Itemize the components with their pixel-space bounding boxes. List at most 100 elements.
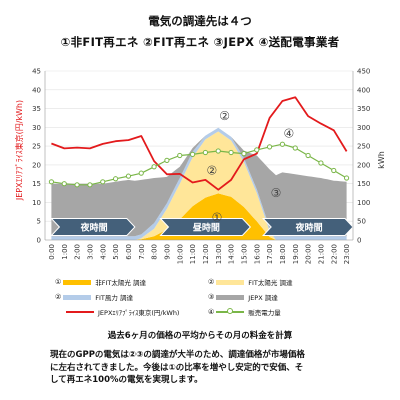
demand-point [100,179,106,185]
demand-point [292,145,298,151]
demand-point [305,152,311,159]
legend-label: FIT風力 調達 [95,294,133,302]
y2-tick-label: 200 [357,161,370,169]
band-label: 夜時間 [295,222,323,234]
area-solar_fit [51,131,347,240]
y2-tick-label: 300 [357,124,370,132]
area-marker: ③ [271,186,282,200]
y2-tick-label: 250 [357,143,370,151]
y-tick-label: 30 [32,124,41,132]
page-subtitle: ①非FIT再エネ ②FIT再エネ ③JEPX ④送配電事業者 [60,35,340,49]
y2-tick-label: 350 [357,105,370,113]
legend-item-price: JEPXｴﾘｱﾌﾟﾗｲｽ東京(円/kWh) [55,307,179,317]
legend-item-wind_fit: ② FIT風力 調達 [55,292,133,302]
footer-subtitle: 過去6ヶ月の価格の平均からその月の料金を計算 [107,331,293,341]
chart-annotations: ① ② ② ③ ④ [206,109,294,224]
demand-point [343,175,350,181]
area-jepx [51,127,347,237]
legend-item-jepx: ③ JEPX 調達 [208,292,278,302]
band-arrow [50,218,136,236]
x-tick-label: 7:00 [138,244,146,260]
y-axis-label: JEPXｴﾘｱﾌﾟﾗｲｽ東京(円/kWh) [14,100,24,201]
demand-point [228,149,234,156]
legend-label: FIT太陽光 調達 [248,279,293,287]
x-tick-label: 10:00 [176,244,184,264]
x-tick-label: 23:00 [343,244,351,264]
legend-marker: ② [208,278,215,286]
demand-point [138,170,144,176]
legend-item-solar_fit: ② FIT太陽光 調達 [208,277,292,287]
demand-point [266,144,273,150]
legend-marker: ② [55,293,62,301]
demand-point [241,151,247,157]
y-tick-label: 5 [37,218,41,226]
area-solar_nonfit [51,193,347,240]
x-tick-label: 2:00 [74,244,82,260]
x-tick-label: 5:00 [112,244,120,260]
legend-swatch [216,308,245,314]
legend-swatch [63,294,92,300]
y2-tick-label: 450 [357,68,370,76]
area-marker: ④ [283,127,294,141]
x-tick-label: 8:00 [151,244,159,260]
y-tick-label: 15 [32,180,41,188]
x-tick-label: 22:00 [330,244,338,264]
x-tick-label: 14:00 [228,244,236,264]
legend-swatch [63,279,92,285]
x-tick-label: 17:00 [266,244,274,264]
band-label: 夜時間 [80,222,108,234]
demand-point [151,164,157,170]
page-title: 電気の調達先は４つ [148,14,252,28]
demand-point [331,167,337,174]
y2-tick-label: 150 [357,180,370,188]
y2-tick-label: 100 [357,199,370,207]
y-tick-label: 35 [32,105,41,113]
legend-marker: ④ [208,308,215,316]
band-arrow [262,218,354,236]
legend-swatch [216,294,245,300]
x-tick-label: 9:00 [163,244,171,260]
y2-tick-label: 400 [357,86,370,94]
demand-point [189,151,196,157]
footer-line: 現在のGPPの電気は②③の調達が大半のため、調達価格が市場価格 [50,350,305,360]
demand-point [48,179,55,185]
area-marker: ② [219,109,230,123]
y2-axis-label: kWh [377,151,386,169]
x-tick-label: 15:00 [240,244,248,264]
x-tick-label: 18:00 [279,244,287,264]
demand-point [202,149,209,156]
line-price [51,96,348,191]
x-tick-label: 0:00 [48,244,56,260]
band-label: 昼時間 [193,222,220,234]
y2-tick-label: 50 [357,218,366,226]
demand-point [125,173,132,179]
chart-axes: 0510152025303540450501001502002503003504… [14,68,386,265]
legend-label: 販売電力量 [248,309,281,317]
y-tick-label: 20 [32,161,41,169]
x-tick-label: 20:00 [305,244,313,264]
footer-line: に左右されてきました。今後は①の比率を増やし安定的で安価、そ [50,362,304,373]
footer-body: 現在のGPPの電気は②③の調達が大半のため、調達価格が市場価格 に左右されてきま… [50,349,380,387]
x-tick-label: 19:00 [292,244,300,264]
x-tick-label: 1:00 [61,244,69,260]
x-tick-label: 12:00 [202,244,210,264]
band-arrow [159,218,252,236]
legend-item-demand: ④ 販売電力量 [208,307,281,317]
y-tick-label: 25 [32,143,41,151]
x-tick-label: 3:00 [86,244,94,260]
x-tick-label: 16:00 [253,244,261,264]
x-tick-label: 6:00 [125,244,133,260]
demand-point [254,147,260,153]
demand-point [74,182,80,188]
footer-line: して再エネ100%の電気を実現します。 [50,375,203,385]
x-tick-label: 4:00 [99,244,107,260]
y-tick-label: 40 [32,86,41,94]
legend-marker: ③ [208,293,215,301]
x-tick-label: 11:00 [189,244,197,264]
demand-point [279,141,286,147]
chart-areas [51,127,347,240]
area-marker: ② [206,164,217,178]
demand-point [164,157,170,163]
area-marker: ① [212,210,223,224]
demand-point [177,152,183,159]
